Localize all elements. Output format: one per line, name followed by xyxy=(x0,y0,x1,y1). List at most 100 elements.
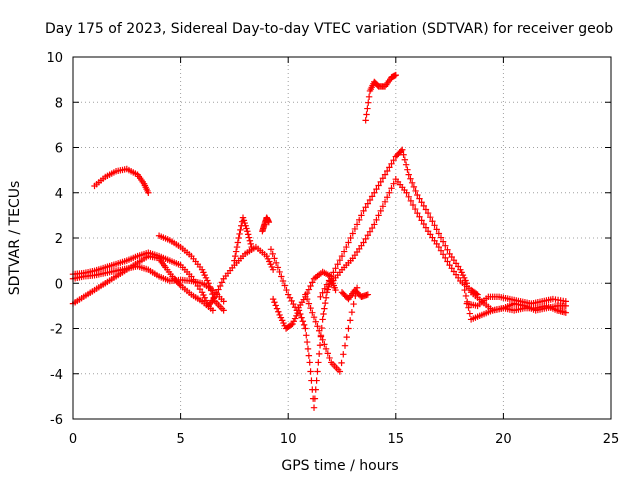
data-point xyxy=(328,273,335,280)
data-point xyxy=(315,350,323,358)
data-point xyxy=(381,171,389,178)
data-point xyxy=(416,195,423,202)
data-point xyxy=(444,246,451,253)
data-point xyxy=(362,117,369,124)
data-point xyxy=(412,187,419,195)
data-point xyxy=(220,298,227,305)
data-point xyxy=(319,289,326,296)
data-point xyxy=(348,309,356,316)
data-point xyxy=(246,237,254,244)
chart-title: Day 175 of 2023, Sidereal Day-to-day VTE… xyxy=(45,21,613,37)
series-track-f xyxy=(231,214,255,264)
series-track-n xyxy=(362,71,399,124)
data-point xyxy=(248,243,255,251)
data-point xyxy=(209,290,216,298)
data-point xyxy=(206,283,214,291)
data-point xyxy=(349,230,356,237)
data-point xyxy=(360,207,367,215)
data-point xyxy=(297,310,304,318)
series-track-e xyxy=(155,232,227,314)
data-point xyxy=(324,350,331,357)
data-point xyxy=(312,386,319,393)
data-point xyxy=(310,313,318,321)
data-point xyxy=(411,205,419,213)
data-point xyxy=(304,345,312,353)
data-point xyxy=(309,309,316,316)
y-tick-label: 2 xyxy=(55,232,63,247)
data-point xyxy=(365,93,373,101)
data-point xyxy=(305,300,313,307)
x-axis-label: GPS time / hours xyxy=(281,458,398,474)
data-point xyxy=(343,243,350,251)
data-point xyxy=(205,280,212,287)
data-point xyxy=(323,281,331,288)
data-point xyxy=(407,175,414,182)
data-point xyxy=(362,204,369,211)
data-point xyxy=(375,182,382,189)
data-point xyxy=(418,199,425,206)
data-point xyxy=(346,317,354,324)
data-point xyxy=(414,191,421,199)
data-point xyxy=(420,220,427,228)
data-point xyxy=(390,156,397,164)
series-track-k xyxy=(317,146,471,301)
data-point xyxy=(338,359,345,367)
y-tick-label: 10 xyxy=(46,51,63,66)
series-track-q xyxy=(467,289,570,314)
data-point xyxy=(371,189,378,196)
data-point xyxy=(273,305,281,312)
data-point xyxy=(321,341,328,348)
data-point xyxy=(215,286,222,293)
x-tick-label: 5 xyxy=(176,432,184,447)
data-point xyxy=(232,252,239,260)
series-track-j xyxy=(267,246,335,314)
y-tick-label: -4 xyxy=(50,368,63,383)
data-point xyxy=(364,200,372,207)
data-point xyxy=(397,147,405,155)
data-point xyxy=(298,314,305,321)
data-point xyxy=(216,282,224,290)
data-point xyxy=(388,160,395,167)
data-point xyxy=(220,307,227,314)
data-point xyxy=(562,309,570,316)
data-point xyxy=(363,111,370,118)
data-point xyxy=(281,282,288,289)
data-point xyxy=(317,332,325,339)
data-point xyxy=(311,395,319,402)
data-point xyxy=(390,180,397,187)
data-point xyxy=(322,294,330,301)
data-point xyxy=(422,224,430,231)
data-point xyxy=(330,269,337,276)
data-point xyxy=(420,202,427,210)
data-point xyxy=(276,268,283,276)
data-point xyxy=(383,167,391,175)
data-point xyxy=(343,333,350,341)
data-point xyxy=(375,212,382,219)
data-point xyxy=(313,377,320,384)
data-point xyxy=(350,300,357,308)
data-point xyxy=(341,342,349,349)
data-point xyxy=(416,213,423,220)
data-point xyxy=(314,368,321,375)
data-point xyxy=(383,194,391,201)
data-point xyxy=(388,185,395,192)
data-point xyxy=(364,232,372,239)
data-point xyxy=(353,221,361,228)
data-point xyxy=(381,198,389,205)
data-point xyxy=(210,294,217,301)
data-point xyxy=(236,230,243,238)
data-point xyxy=(319,316,326,323)
data-point xyxy=(462,292,470,300)
data-point xyxy=(442,254,449,262)
data-point xyxy=(310,404,318,411)
data-point xyxy=(315,359,322,366)
data-point xyxy=(303,290,311,297)
x-tick-label: 25 xyxy=(603,432,620,447)
data-point xyxy=(299,318,307,325)
data-point xyxy=(562,302,570,310)
data-point xyxy=(345,325,352,332)
data-point xyxy=(439,251,447,258)
data-point xyxy=(317,293,324,301)
data-point xyxy=(379,203,387,210)
data-point xyxy=(386,189,393,196)
